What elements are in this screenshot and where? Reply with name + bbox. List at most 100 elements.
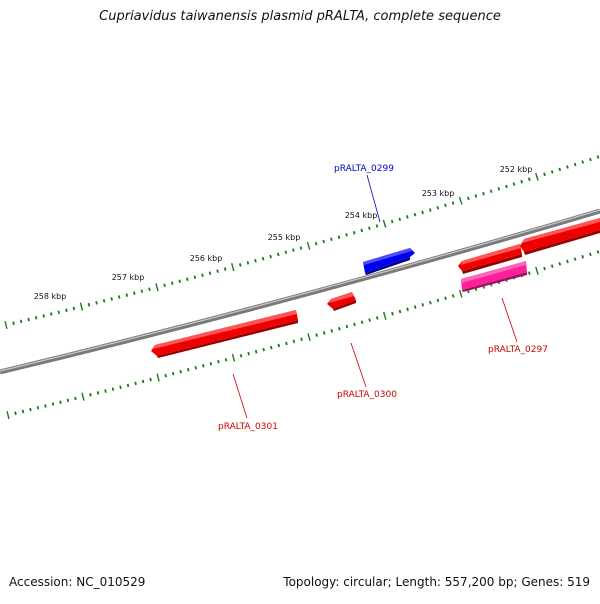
inner-ring-minor-tick <box>141 379 145 384</box>
outer-ring-minor-tick <box>50 312 53 316</box>
tick-label-255: 255 kbp <box>268 233 301 242</box>
inner-ring-minor-tick <box>254 349 258 354</box>
inner-ring-minor-tick <box>74 396 77 401</box>
outer-ring-minor-tick <box>573 162 577 167</box>
inner-ring-minor-tick <box>277 343 281 348</box>
inner-ring-minor-tick <box>209 361 213 366</box>
outer-ring-minor-tick <box>170 281 174 286</box>
outer-ring-minor-tick <box>558 167 562 172</box>
outer-ring-minor-tick <box>527 177 531 182</box>
inner-ring-minor-tick <box>51 402 55 406</box>
inner-ring-minor-tick <box>194 365 198 370</box>
outer-ring-minor-tick <box>512 182 516 186</box>
outer-ring-minor-tick <box>489 189 493 194</box>
inner-ring-minor-tick <box>444 296 447 300</box>
inner-ring-minor-tick <box>360 320 364 325</box>
outer-ring-minor-tick <box>65 308 68 313</box>
inner-ring-minor-tick <box>239 353 243 358</box>
inner-ring-minor-tick <box>345 324 349 329</box>
gene-forward-right-b[interactable] <box>520 218 600 255</box>
inner-ring-minor-tick <box>550 264 554 268</box>
outer-ring-minor-tick <box>133 291 136 295</box>
gene-label-pralta-0301[interactable]: pRALTA_0301 <box>218 422 278 432</box>
inner-ring-major-tick <box>231 353 236 362</box>
gene-pralta-0300[interactable] <box>327 292 356 311</box>
outer-ring-minor-tick <box>178 279 181 284</box>
outer-ring-minor-tick <box>110 297 113 301</box>
outer-ring-minor-tick <box>42 314 45 318</box>
inner-ring-minor-tick <box>353 322 356 327</box>
outer-ring-minor-tick <box>520 179 523 184</box>
outer-ring-minor-tick <box>246 261 250 265</box>
outer-ring-minor-tick <box>57 310 61 315</box>
outer-ring-minor-tick <box>19 319 23 324</box>
outer-ring-minor-tick <box>413 212 417 217</box>
outer-ring-minor-tick <box>505 184 508 189</box>
outer-ring-minor-tick <box>550 170 554 174</box>
outer-ring-minor-tick <box>421 210 424 215</box>
gene-forward-right-a[interactable] <box>458 244 522 274</box>
gene-pralta-0297[interactable] <box>461 261 527 292</box>
inner-ring-minor-tick <box>322 331 326 335</box>
outer-ring-minor-tick <box>208 271 212 275</box>
outer-ring-minor-tick <box>596 155 600 159</box>
gene-pralta-0301-leader <box>232 373 248 419</box>
inner-ring-minor-tick <box>224 357 228 362</box>
outer-ring-major-tick <box>231 263 235 272</box>
inner-ring-minor-tick <box>36 406 40 410</box>
inner-ring-minor-tick <box>44 404 47 408</box>
inner-ring-minor-tick <box>179 369 182 374</box>
inner-ring-minor-tick <box>338 326 341 331</box>
inner-ring-minor-tick <box>59 400 62 404</box>
gene-pralta-0299[interactable] <box>363 248 415 275</box>
outer-ring-minor-tick <box>102 299 106 303</box>
inner-ring-minor-tick <box>566 259 569 264</box>
inner-ring-minor-tick <box>171 371 175 376</box>
outer-ring-minor-tick <box>95 301 98 305</box>
gene-pralta-0301[interactable] <box>151 310 298 358</box>
inner-ring-minor-tick <box>375 316 379 320</box>
outer-ring-minor-tick <box>436 205 440 210</box>
outer-ring-minor-tick <box>269 254 272 259</box>
outer-ring-minor-tick <box>201 273 204 278</box>
inner-ring-minor-tick <box>66 398 70 403</box>
inner-ring-major-tick <box>81 392 85 401</box>
outer-ring-minor-tick <box>368 226 371 231</box>
outer-ring-minor-tick <box>390 219 394 224</box>
inner-ring-minor-tick <box>543 266 546 271</box>
gene-label-pralta-0297[interactable]: pRALTA_0297 <box>488 345 548 355</box>
inner-ring-minor-tick <box>104 389 107 393</box>
inner-ring-minor-tick <box>558 262 562 266</box>
inner-ring-minor-tick <box>581 254 585 259</box>
outer-ring-minor-tick <box>216 269 219 273</box>
gene-pralta-0299-leader <box>366 174 381 223</box>
inner-ring-major-tick <box>307 333 311 342</box>
outer-ring-major-tick <box>306 241 311 250</box>
outer-ring-minor-tick <box>474 194 478 198</box>
outer-ring-minor-tick <box>276 252 280 257</box>
inner-ring-minor-tick <box>119 385 122 390</box>
outer-ring-minor-tick <box>482 191 485 196</box>
outer-ring-minor-tick <box>12 321 15 325</box>
outer-ring-minor-tick <box>186 277 189 282</box>
inner-ring-major-tick <box>156 373 160 382</box>
outer-ring-minor-tick <box>360 228 364 233</box>
tick-label-258: 258 kbp <box>34 292 67 301</box>
gene-label-pralta-0300[interactable]: pRALTA_0300 <box>337 390 397 400</box>
outer-ring-minor-tick <box>566 165 569 169</box>
outer-ring-major-tick <box>79 302 84 311</box>
outer-ring-major-tick <box>382 219 387 228</box>
outer-ring-minor-tick <box>239 263 242 267</box>
outer-ring-minor-tick <box>581 160 585 164</box>
inner-ring-minor-tick <box>262 347 265 352</box>
outer-ring-minor-tick <box>451 201 455 205</box>
inner-ring-minor-tick <box>589 252 592 257</box>
gene-label-pralta-0299[interactable]: pRALTA_0299 <box>334 164 394 174</box>
sequence-backbone <box>0 208 600 375</box>
inner-ring-minor-tick <box>330 329 334 333</box>
map-title: Cupriavidus taiwanensis plasmid pRALTA, … <box>99 9 501 24</box>
inner-ring-minor-tick <box>596 250 600 254</box>
outer-ring-minor-tick <box>337 235 341 239</box>
